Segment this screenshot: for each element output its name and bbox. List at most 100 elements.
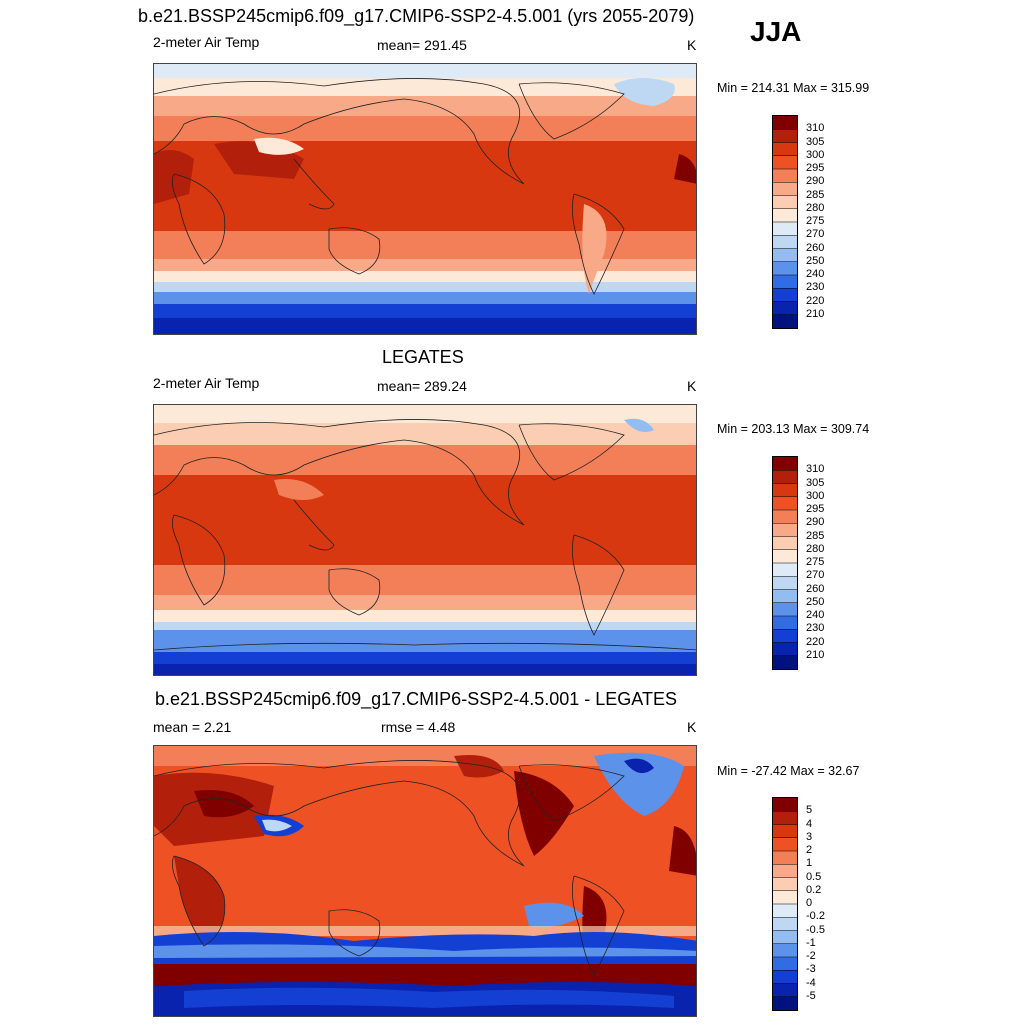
colorbar-swatch [773,483,797,498]
colorbar-tick-label: 230 [806,281,825,294]
colorbar-tick-label: 240 [806,609,825,621]
colorbar-swatch [773,208,797,223]
colorbar-tick-label: 305 [806,135,825,148]
colorbar-swatch [773,917,797,931]
map-plot [153,404,697,676]
colorbar-swatch [773,877,797,892]
colorbar-tick-label: 2 [806,844,813,856]
colorbar-swatch [773,549,797,564]
colorbar-tick-label: 5 [806,804,813,817]
colorbar-swatches [773,798,797,1010]
colorbar-swatch [773,129,797,143]
colorbar-swatch [773,864,797,878]
colorbar-swatch [773,510,797,524]
colorbar-swatch [773,655,797,669]
colorbar-swatch [773,602,797,617]
colorbar-swatch [773,851,797,865]
units-label: K [687,719,697,735]
map-plot [153,745,697,1017]
colorbar-swatch [773,629,797,643]
colorbar-swatch [773,983,797,998]
map-plot [153,63,697,335]
colorbar-swatch [773,589,797,604]
colorbar-swatch [773,970,797,984]
colorbar-swatch [773,275,797,289]
colorbar-swatch [773,996,797,1010]
colorbar-tick-label: 285 [806,188,825,201]
colorbar-swatch [773,116,797,130]
colorbar-tick-label: 260 [806,241,825,254]
colorbar-tick-label: 230 [806,622,825,635]
variable-label: 2-meter Air Temp [153,375,260,391]
colorbar-swatch [773,301,797,316]
colorbar-tick-label: -3 [806,963,816,976]
colorbar-tick-label: 220 [806,635,825,648]
map-svg [154,405,696,675]
units-label: K [687,378,697,394]
colorbar-tick-label: 3 [806,830,813,843]
colorbar-tick-label: 0.2 [806,883,822,896]
colorbar-tick-label: 295 [806,162,825,174]
colorbar-tick-label: 310 [806,122,825,135]
panel-title: LEGATES [382,347,464,367]
colorbar-swatch [773,563,797,577]
season-label: JJA [750,16,802,47]
colorbar-tick-label: -0.2 [806,910,825,923]
colorbar-swatch [773,943,797,958]
mean-label: mean = 2.21 [153,719,232,735]
colorbar-swatch [773,957,797,971]
colorbar-tick-label: 220 [806,294,825,307]
mean-label: mean= 289.24 [377,378,467,394]
colorbar-swatch [773,811,797,825]
colorbar-swatch [773,288,797,302]
colorbar-tick-label: 270 [806,569,825,582]
colorbar-swatch [773,195,797,210]
colorbar-swatch [773,470,797,484]
colorbar-swatch [773,837,797,852]
colorbar-tick-label: 280 [806,542,825,555]
colorbar-tick-label: 290 [806,175,825,188]
colorbar-swatches [773,116,797,328]
colorbar-swatch [773,182,797,196]
colorbar-tick-label: 305 [806,476,825,489]
colorbar-tick-label: 4 [806,817,813,830]
colorbar-tick-label: 0.5 [806,870,822,883]
colorbar-swatch [773,798,797,812]
colorbar-tick-label: -1 [806,936,816,949]
colorbar-swatch [773,248,797,263]
map-svg [154,64,696,334]
colorbar-swatch [773,930,797,945]
colorbar-swatch [773,536,797,551]
colorbar-swatch [773,261,797,276]
colorbar-swatch [773,642,797,657]
colorbar-swatch [773,824,797,839]
colorbar-tick-label: 1 [806,857,813,870]
colorbar-tick-label: 210 [806,648,825,661]
map-svg [154,746,696,1016]
colorbar-swatch [773,169,797,183]
colorbar-swatch [773,576,797,590]
colorbar-tick-label: 280 [806,201,825,214]
colorbar-tick-label: 0 [806,897,813,909]
colorbar-tick-label: -5 [806,989,816,1002]
colorbar-swatch [773,523,797,537]
variable-label: 2-meter Air Temp [153,34,260,50]
panel-title: b.e21.BSSP245cmip6.f09_g17.CMIP6-SSP2-4.… [155,689,677,709]
minmax-label: Min = 214.31 Max = 315.99 [717,81,870,95]
colorbar-tick-label: 260 [806,582,825,595]
colorbar-tick-label: 250 [806,254,825,267]
colorbar-swatch [773,222,797,236]
colorbar-tick-label: 285 [806,529,825,542]
mean-label: mean= 291.45 [377,37,467,53]
colorbar-tick-label: 300 [806,489,825,502]
minmax-label: Min = -27.42 Max = 32.67 [717,764,860,778]
colorbar-swatch [773,314,797,328]
colorbar-tick-label: 310 [806,463,825,476]
colorbar-swatch [773,616,797,630]
colorbar-tick-label: 295 [806,503,825,515]
colorbar-tick-label: 240 [806,268,825,280]
colorbar-tick-label: -4 [806,976,816,989]
colorbar-swatch [773,155,797,170]
colorbar-swatch [773,142,797,157]
colorbar-swatch [773,890,797,905]
